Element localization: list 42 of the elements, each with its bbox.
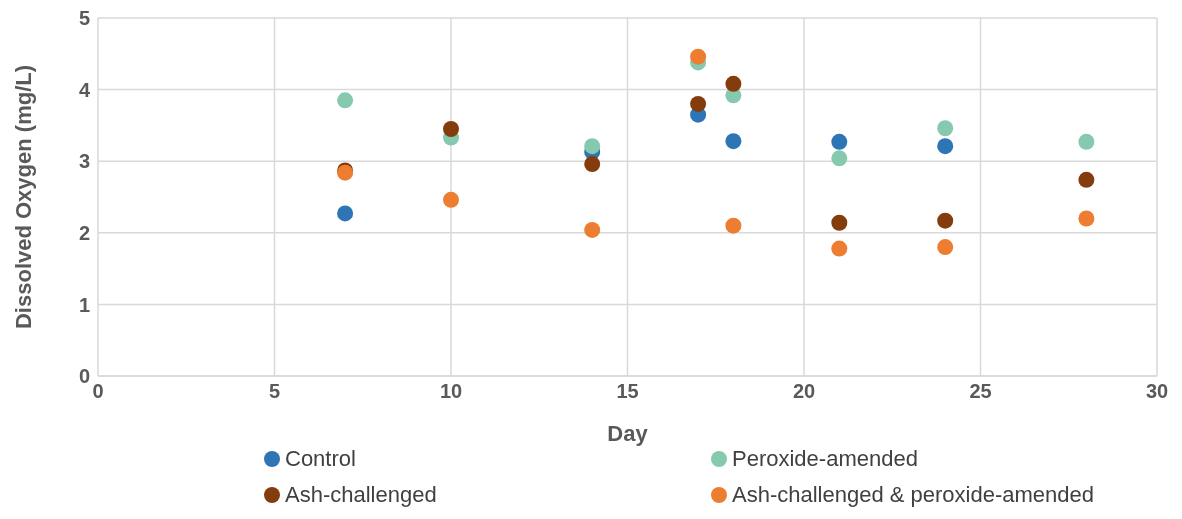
point [337, 92, 354, 109]
y-axis-title: Dissolved Oxygen (mg/L) [10, 64, 36, 330]
legend-label: Control [285, 446, 356, 472]
legend-label: Ash-challenged & peroxide-amended [732, 482, 1095, 508]
y-tick-label: 5 [78, 7, 90, 30]
point [443, 120, 459, 137]
point [1078, 210, 1095, 227]
point [690, 48, 707, 65]
point [725, 217, 742, 234]
x-tick-label: 25 [969, 380, 992, 403]
point [337, 205, 354, 222]
point [937, 212, 954, 229]
x-tick-label: 10 [439, 380, 463, 403]
y-tick-label: 2 [78, 221, 90, 244]
x-tick-label: 15 [616, 380, 639, 403]
point [443, 191, 459, 208]
point [831, 133, 848, 150]
x-tick-label: 30 [1145, 380, 1169, 403]
point [831, 240, 848, 257]
point [584, 138, 601, 155]
point [1078, 133, 1095, 150]
x-tick-label: 5 [268, 380, 281, 403]
point [937, 138, 954, 155]
point [725, 133, 742, 150]
legend-label: Peroxide-amended [732, 446, 918, 472]
point [1078, 171, 1095, 188]
point [831, 214, 848, 231]
y-tick-label: 0 [78, 365, 90, 388]
point [937, 120, 954, 137]
x-axis-title: Day [607, 421, 649, 446]
y-tick-label: 3 [78, 150, 90, 173]
y-tick-label: 4 [78, 78, 91, 101]
point [584, 221, 601, 238]
x-tick-label: 20 [792, 380, 816, 403]
point [584, 156, 601, 173]
legend-label: Ash-challenged [285, 482, 437, 508]
point [690, 95, 707, 112]
point [725, 75, 742, 92]
point [937, 239, 954, 256]
x-tick-label: 0 [92, 380, 104, 403]
point [831, 150, 848, 167]
y-tick-label: 1 [78, 293, 90, 316]
